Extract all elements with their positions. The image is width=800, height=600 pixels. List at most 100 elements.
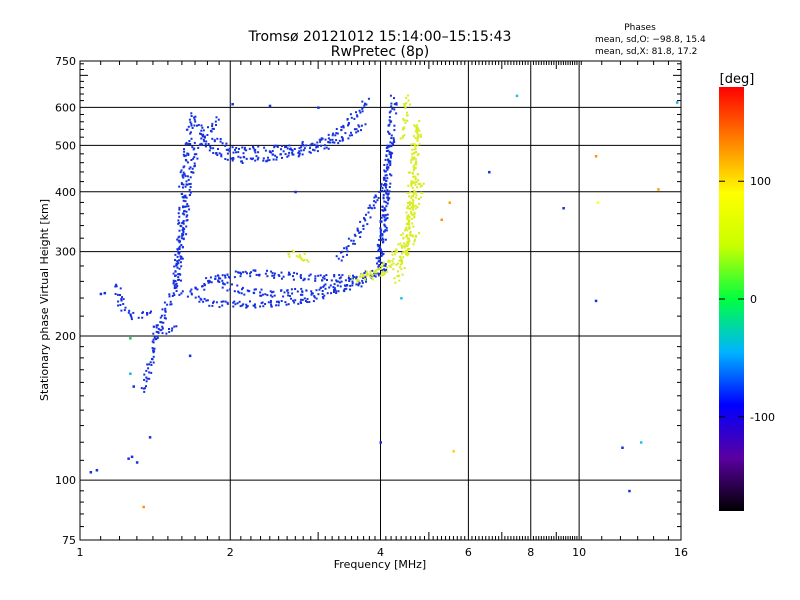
trace-point [189,191,192,194]
trace-point [386,193,389,196]
trace-point [389,182,392,185]
trace-point [422,182,425,185]
trace-point [382,176,385,179]
trace-point [408,200,411,203]
trace-point [379,230,382,233]
trace-point [268,159,271,162]
trace-point [305,144,308,147]
trace-point [232,157,235,160]
trace-point [352,274,354,277]
trace-point [172,292,175,295]
trace-point [387,259,390,262]
trace-point [387,160,390,163]
trace-point [155,337,158,340]
trace-point [378,247,381,249]
trace-point [371,278,374,281]
trace-point [263,146,266,149]
trace-point [418,183,421,185]
trace-point [414,207,417,210]
trace-point [331,141,334,144]
trace-point [384,174,387,177]
trace-point [414,145,417,148]
trace-point [388,190,391,193]
x-axis-label: Frequency [MHz] [334,558,426,571]
trace-point [354,234,357,237]
trace-point [385,147,388,149]
scatter-point [103,291,107,295]
trace-point [317,274,320,277]
trace-point [171,295,174,297]
trace-point [257,145,260,148]
trace-point [307,260,310,263]
trace-point [387,149,390,152]
trace-point [241,286,244,289]
trace-point [226,152,229,155]
trace-point [341,274,344,277]
trace-point [390,105,393,108]
trace-point [194,296,197,299]
trace-point [413,216,416,219]
trace-point [296,290,299,293]
trace-point [187,142,190,145]
trace-point [159,329,162,332]
trace-point [171,327,174,330]
trace-point [192,157,195,160]
trace-point [403,104,406,107]
trace-point [127,311,130,314]
stats-x-mode: mean, sd,X: 81.8, 17.2 [595,47,697,57]
trace-point [151,347,154,350]
trace-point [176,285,179,287]
trace-point [414,176,417,179]
trace-point [146,313,149,316]
trace-point [327,133,330,136]
trace-point [313,295,316,298]
trace-point [260,288,263,291]
trace-point [408,219,411,222]
trace-point [186,128,189,131]
trace-point [343,290,346,293]
trace-point [193,156,196,159]
trace-point [380,185,383,188]
trace-point [234,148,236,151]
trace-point [207,280,210,282]
trace-point [380,229,383,232]
trace-point [406,119,409,122]
trace-point [182,171,185,174]
trace-point [362,274,365,277]
trace-point [419,185,422,188]
trace-point [390,174,393,177]
trace-point [374,194,377,197]
trace-point [307,278,310,281]
trace-point [224,274,226,277]
trace-point [181,257,184,260]
trace-point [395,248,398,251]
trace-point [380,239,383,242]
trace-point [413,144,416,147]
trace-point [406,244,409,247]
trace-point [236,284,239,287]
trace-point [362,275,365,278]
trace-point [288,295,291,297]
trace-point [181,245,184,248]
trace-point [402,242,405,245]
trace-point [187,125,190,128]
trace-point [164,309,167,312]
trace-point [146,363,149,366]
trace-point [178,273,181,275]
trace-point [401,252,403,255]
trace-point [274,154,277,157]
trace-point [156,324,159,327]
trace-point [357,284,360,287]
trace-point [383,200,386,203]
trace-point [152,349,155,352]
trace-point [385,229,388,232]
trace-point [190,288,193,291]
trace-point [333,287,336,290]
trace-point [178,208,181,211]
trace-point [408,226,411,229]
trace-point [288,151,291,154]
trace-point [160,321,163,324]
trace-point [417,134,420,137]
trace-point [160,328,163,331]
trace-point [132,311,135,314]
